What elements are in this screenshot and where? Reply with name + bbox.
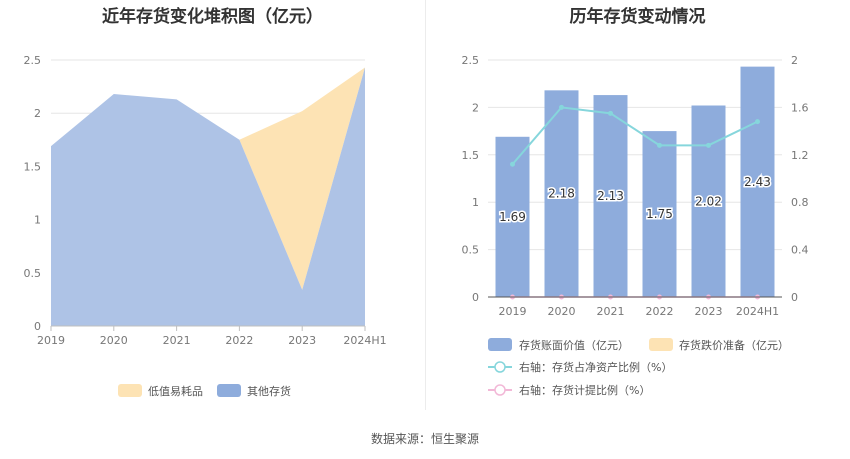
- y-tick-label: 0.5: [462, 244, 480, 257]
- x-tick-label: 2019: [499, 305, 527, 318]
- y2-tick-label: 0: [791, 291, 798, 304]
- bar-value-label: 2.13: [597, 189, 624, 203]
- bar-存货账面价值: [691, 105, 726, 297]
- bar-存货账面价值: [593, 95, 628, 298]
- left-chart-title: 近年存货变化堆积图（亿元）: [102, 7, 323, 27]
- y-tick-label: 1: [472, 196, 479, 209]
- x-tick-label: 2023: [695, 305, 723, 318]
- area-其他存货: [51, 67, 365, 326]
- stacked-area-chart: 0 0.5 1 1.5 2 2.5 2019 2020 2021 2022 2023 2024H1 低值…: [24, 54, 387, 398]
- y2-tick-label: 0.8: [791, 196, 809, 209]
- y-tick-label: 2: [34, 107, 41, 120]
- legend-marker: [494, 361, 506, 373]
- bar-value-label: 2.02: [695, 194, 722, 208]
- point-存货占净资产比例: [755, 119, 760, 125]
- x-tick-label: 2022: [225, 334, 253, 347]
- bar-value-label: 1.69: [499, 210, 526, 224]
- y2-tick-label: 1.2: [791, 149, 809, 162]
- area-低值易耗品: [51, 67, 365, 290]
- x-tick-label: 2019: [37, 334, 65, 347]
- x-tick-label: 2020: [100, 334, 128, 347]
- y-tick-label: 0: [34, 320, 41, 333]
- data-source-note: 数据来源：恒生聚源: [370, 432, 479, 446]
- panel-divider: [425, 0, 426, 410]
- point-存货占净资产比例: [559, 104, 564, 110]
- y-tick-label: 2.5: [24, 54, 42, 67]
- bar-value-label: 2.18: [548, 187, 575, 201]
- point-存货占净资产比例: [608, 110, 613, 116]
- legend-label: 右轴：存货占净资产比例（%）: [519, 360, 672, 374]
- legend-swatch: [118, 384, 142, 397]
- x-tick-label: 2020: [548, 305, 576, 318]
- inventory-bar-line-chart: 0 0.5 1 1.5 2 2.5 0 0.4 0.8 1.2 1.6 2 1.69 2.18 2.13 1.…: [462, 54, 809, 397]
- y-tick-label: 0.5: [24, 267, 42, 280]
- legend-label: 存货跌价准备（亿元）: [679, 338, 789, 352]
- point-存货占净资产比例: [657, 142, 662, 148]
- x-tick-label: 2023: [288, 334, 316, 347]
- y-tick-label: 0: [472, 291, 479, 304]
- right-chart-title: 历年存货变动情况: [569, 7, 706, 27]
- x-tick-label: 2021: [163, 334, 191, 347]
- y-tick-label: 2: [472, 101, 479, 114]
- legend-label: 右轴：存货计提比例（%）: [519, 383, 650, 397]
- point-存货占净资产比例: [510, 161, 515, 167]
- bar-存货账面价值: [740, 66, 775, 297]
- y-tick-label: 1.5: [24, 160, 42, 173]
- x-tick-label: 2022: [646, 305, 674, 318]
- bar-存货账面价值: [642, 131, 677, 297]
- y-tick-label: 1: [34, 214, 41, 227]
- x-tick-label: 2021: [597, 305, 625, 318]
- legend-label: 其他存货: [247, 384, 291, 398]
- line-存货占净资产比例: [511, 106, 758, 165]
- y2-tick-label: 0.4: [791, 244, 809, 257]
- y2-tick-label: 2: [791, 54, 798, 67]
- bar-存货账面价值: [544, 90, 579, 297]
- bar-value-label: 1.75: [646, 207, 673, 221]
- y-tick-label: 2.5: [462, 54, 480, 67]
- legend-swatch: [217, 384, 241, 397]
- legend-marker: [494, 384, 506, 396]
- bar-value-label: 2.43: [744, 175, 771, 189]
- legend-swatch: [488, 338, 512, 351]
- y-tick-label: 1.5: [462, 149, 480, 162]
- legend-label: 低值易耗品: [148, 385, 203, 398]
- y2-tick-label: 1.6: [791, 101, 809, 114]
- point-存货占净资产比例: [706, 142, 711, 148]
- x-tick-label: 2024H1: [343, 334, 386, 347]
- legend-swatch: [649, 338, 673, 351]
- x-tick-label: 2024H1: [736, 305, 779, 318]
- legend-label: 存货账面价值（亿元）: [519, 338, 629, 352]
